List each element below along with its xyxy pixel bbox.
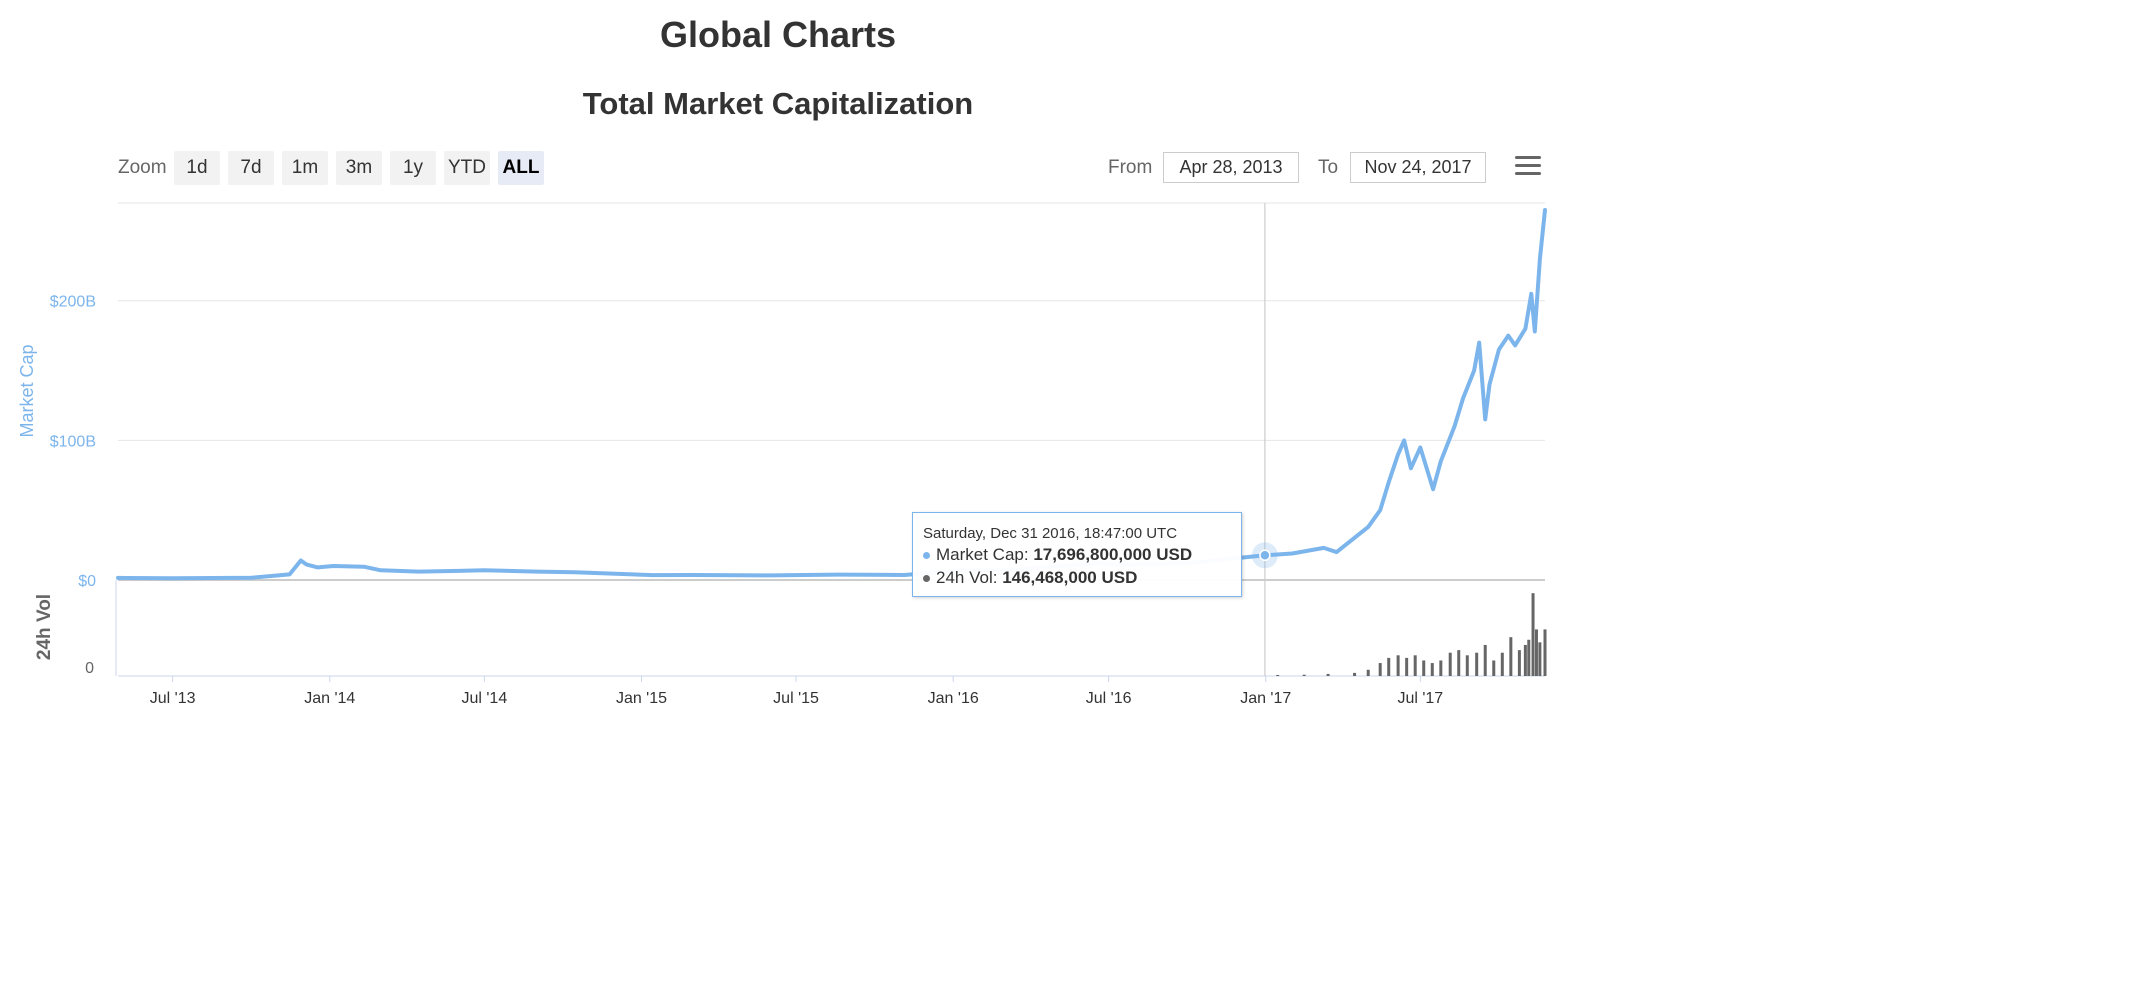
volume-bar bbox=[1353, 672, 1357, 676]
to-date-input[interactable] bbox=[1350, 152, 1486, 183]
y-tick-label: $100B bbox=[50, 433, 96, 450]
volume-bar bbox=[1457, 650, 1461, 676]
zoom-1m-button[interactable]: 1m bbox=[282, 151, 328, 185]
volume-bar bbox=[1276, 674, 1280, 676]
volume-bar bbox=[1439, 660, 1443, 676]
volume-bar bbox=[1422, 660, 1426, 676]
volume-bar bbox=[1523, 644, 1527, 676]
from-date-input[interactable] bbox=[1163, 152, 1299, 183]
zoom-all-button[interactable]: ALL bbox=[498, 151, 544, 185]
volume-bar bbox=[1413, 655, 1417, 676]
tooltip-market-cap-label: Market Cap: bbox=[936, 545, 1029, 564]
volume-bar bbox=[1538, 642, 1542, 676]
x-tick-label: Jan '17 bbox=[1240, 690, 1291, 707]
volume-bar bbox=[1387, 657, 1391, 676]
tooltip-market-cap-value: 17,696,800,000 USD bbox=[1033, 545, 1193, 564]
zoom-ytd-button[interactable]: YTD bbox=[444, 151, 490, 185]
x-tick-label: Jan '14 bbox=[304, 690, 355, 707]
volume-bar bbox=[1430, 663, 1434, 676]
x-tick-label: Jan '16 bbox=[928, 690, 979, 707]
y-tick-label: $0 bbox=[78, 573, 96, 590]
volume-bar bbox=[1405, 657, 1409, 676]
volume-bar bbox=[1366, 669, 1370, 676]
y-tick-label: $200B bbox=[50, 294, 96, 311]
to-label: To bbox=[1318, 157, 1339, 178]
volume-bar bbox=[1448, 652, 1452, 676]
tooltip-market-cap-row: Market Cap: 17,696,800,000 USD bbox=[923, 545, 1231, 565]
hamburger-menu-icon[interactable] bbox=[1515, 156, 1541, 180]
y-axis-title-market-cap: Market Cap bbox=[17, 344, 37, 437]
zoom-1y-button[interactable]: 1y bbox=[390, 151, 436, 185]
volume-bar bbox=[1500, 652, 1504, 676]
volume-bar bbox=[1531, 593, 1535, 676]
volume-bar bbox=[1492, 660, 1496, 676]
volume-bar bbox=[1543, 629, 1547, 676]
zoom-1d-button[interactable]: 1d bbox=[174, 151, 220, 185]
from-label: From bbox=[1108, 157, 1153, 178]
tooltip-volume-label: 24h Vol: bbox=[936, 568, 998, 587]
highlight-point bbox=[1259, 549, 1271, 562]
x-tick-label: Jan '15 bbox=[616, 690, 667, 707]
tooltip-volume-row: 24h Vol: 146,468,000 USD bbox=[923, 568, 1231, 588]
zoom-7d-button[interactable]: 7d bbox=[228, 151, 274, 185]
x-tick-label: Jul '13 bbox=[150, 690, 196, 707]
x-tick-label: Jul '16 bbox=[1086, 690, 1132, 707]
volume-bar bbox=[1509, 637, 1513, 676]
page-title: Global Charts bbox=[659, 14, 897, 55]
volume-bar bbox=[1483, 644, 1487, 676]
market-cap-chart: Market Cap 24h Vol $0 $100B $200B 0 Jul '13 J… bbox=[17, 202, 1547, 707]
volume-bar bbox=[1517, 650, 1521, 676]
volume-bar bbox=[1326, 673, 1330, 676]
volume-bar bbox=[1465, 655, 1469, 676]
volume-bar bbox=[1396, 655, 1400, 676]
volume-bar bbox=[1534, 629, 1538, 676]
zoom-label: Zoom bbox=[118, 157, 167, 178]
x-tick-label: Jul '17 bbox=[1397, 690, 1443, 707]
x-tick-label: Jul '14 bbox=[461, 690, 507, 707]
y-axis-title-volume: 24h Vol bbox=[34, 594, 55, 660]
volume-bar bbox=[1378, 663, 1382, 676]
zoom-3m-button[interactable]: 3m bbox=[336, 151, 382, 185]
tooltip-volume-value: 146,468,000 USD bbox=[1002, 568, 1138, 587]
chart-title: Total Market Capitalization bbox=[582, 86, 974, 121]
volume-dot-icon bbox=[923, 575, 930, 583]
market-cap-line bbox=[116, 208, 1547, 581]
volume-bar bbox=[1527, 639, 1531, 676]
market-cap-dot-icon bbox=[923, 552, 930, 560]
volume-bar bbox=[1302, 674, 1306, 676]
x-tick-label: Jul '15 bbox=[773, 690, 819, 707]
y-tick-label-volume: 0 bbox=[85, 660, 94, 677]
tooltip-date: Saturday, Dec 31 2016, 18:47:00 UTC bbox=[923, 525, 1178, 542]
tooltip: Saturday, Dec 31 2016, 18:47:00 UTC Mark… bbox=[912, 512, 1242, 597]
volume-bar bbox=[1475, 652, 1479, 676]
